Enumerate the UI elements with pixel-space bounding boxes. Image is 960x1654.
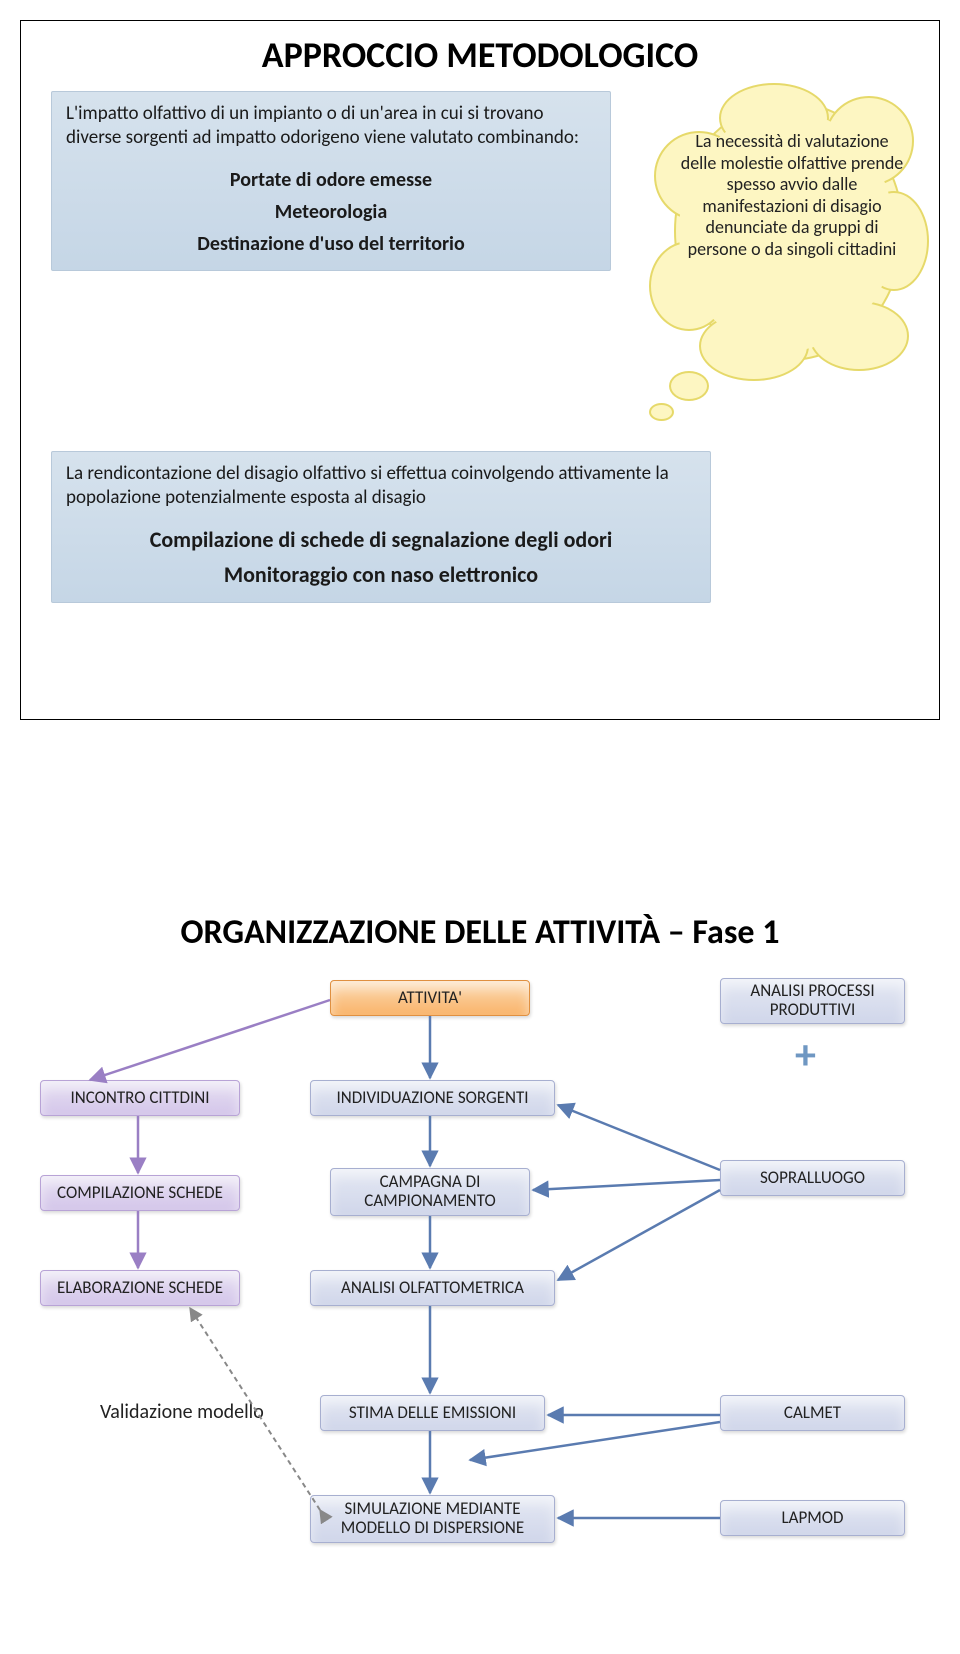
node-validazione: Validazione modello (100, 1400, 264, 1424)
box-rend-intro: La rendicontazione del disagio olfattivo… (66, 462, 696, 510)
node-analisi-processi: ANALISI PROCESSI PRODUTTIVI (720, 978, 905, 1024)
box-impact-intro: L'impatto olfattivo di un impianto o di … (66, 102, 596, 150)
node-attivita: ATTIVITA' (330, 980, 530, 1016)
box-impact-l2: Meteorologia (66, 196, 596, 228)
box-rend-l2: Monitoraggio con naso elettronico (66, 557, 696, 592)
node-compilazione: COMPILAZIONE SCHEDE (40, 1175, 240, 1211)
node-stima: STIMA DELLE EMISSIONI (320, 1395, 545, 1431)
top-panel: APPROCCIO METODOLOGICO L'impatto olfatti… (20, 20, 940, 720)
box-impact: L'impatto olfattivo di un impianto o di … (51, 91, 611, 271)
box-rendicontazione: La rendicontazione del disagio olfattivo… (51, 451, 711, 603)
box-impact-l3: Destinazione d'uso del territorio (66, 228, 596, 260)
node-analisi-olf: ANALISI OLFATTOMETRICA (310, 1270, 555, 1306)
box-rend-l1: Compilazione di schede di segnalazione d… (66, 522, 696, 557)
node-simulazione: SIMULAZIONE MEDIANTE MODELLO DI DISPERSI… (310, 1495, 555, 1543)
node-individuazione: INDIVIDUAZIONE SORGENTI (310, 1080, 555, 1116)
top-title: APPROCCIO METODOLOGICO (21, 21, 939, 95)
node-calmet: CALMET (720, 1395, 905, 1431)
bottom-title: ORGANIZZAZIONE DELLE ATTIVITÀ – Fase 1 (20, 900, 940, 971)
cloud-callout: La necessità di valutazione delle molest… (659, 91, 919, 421)
node-lapmod: LAPMOD (720, 1500, 905, 1536)
node-incontro: INCONTRO CITTDINI (40, 1080, 240, 1116)
box-impact-l1: Portate di odore emesse (66, 164, 596, 196)
bottom-panel: ORGANIZZAZIONE DELLE ATTIVITÀ – Fase 1 A… (20, 900, 940, 1640)
cloud-text: La necessità di valutazione delle molest… (677, 131, 907, 261)
node-sopralluogo: SOPRALLUOGO (720, 1160, 905, 1196)
plus-icon: + (795, 1035, 816, 1077)
node-elaborazione: ELABORAZIONE SCHEDE (40, 1270, 240, 1306)
node-campagna: CAMPAGNA DI CAMPIONAMENTO (330, 1168, 530, 1216)
